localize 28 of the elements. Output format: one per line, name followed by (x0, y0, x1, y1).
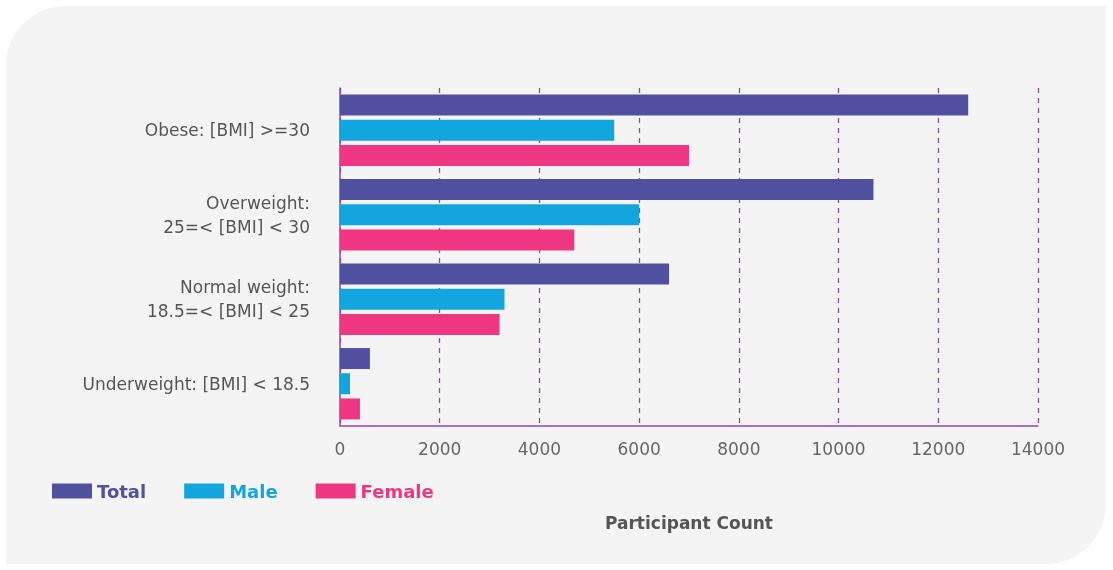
bar (340, 288, 505, 310)
y-tick-label: Underweight: [BMI] < 18.5 (82, 373, 310, 394)
bar (340, 398, 360, 420)
y-tick-label: Normal weight: 18.5=< [BMI] < 25 (146, 277, 310, 322)
x-tick-label: 2000 (418, 438, 462, 459)
x-tick-label: 14000 (1010, 438, 1066, 459)
legend-label: Total (97, 480, 147, 502)
y-tick-label: Overweight: 25=< [BMI] < 30 (163, 192, 310, 237)
x-tick-label: 6000 (617, 438, 661, 459)
x-tick-label: 0 (334, 438, 346, 459)
x-axis-title: Participant Count (605, 512, 773, 533)
legend-label: Female (360, 480, 434, 502)
x-tick-label: 4000 (517, 438, 562, 459)
bar (340, 94, 969, 116)
x-tick-label: 10000 (811, 438, 866, 459)
bar (340, 144, 689, 166)
bar (340, 119, 615, 141)
y-tick-label: Obese: [BMI] >=30 (144, 120, 310, 141)
bar (340, 263, 670, 285)
bar (340, 179, 874, 201)
x-tick-label: 12000 (911, 438, 966, 459)
bar (340, 204, 640, 226)
bar (340, 229, 575, 251)
bar (340, 373, 350, 395)
bar (340, 313, 500, 335)
x-tick-label: 8000 (717, 438, 761, 459)
legend-label: Male (229, 480, 278, 502)
bar (340, 348, 370, 370)
